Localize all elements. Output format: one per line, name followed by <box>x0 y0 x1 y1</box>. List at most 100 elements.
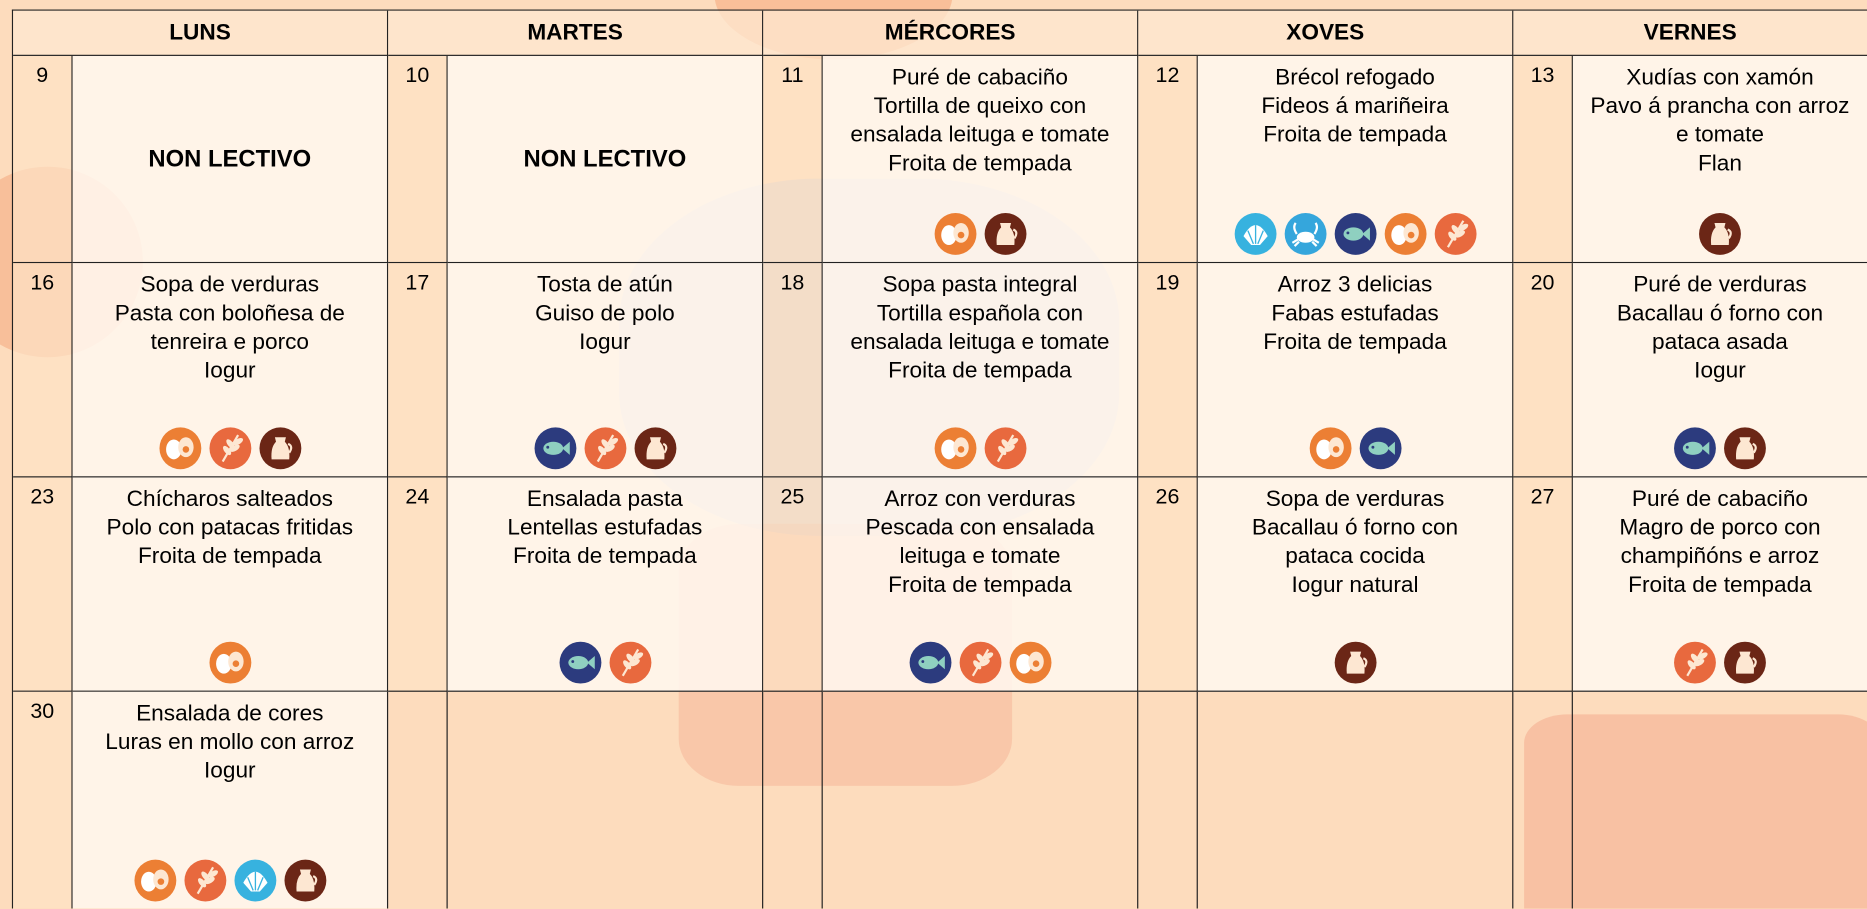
menu-cell: Sopa de verduras Bacallau ó forno con pata… <box>1197 477 1514 692</box>
allergen-icon <box>533 426 577 470</box>
menu-cell: NON LECTIVO <box>72 55 389 264</box>
day-number-cell: 27 <box>1513 477 1573 692</box>
allergen-icon <box>1333 212 1377 256</box>
menu-line: ensalada leituga e tomate <box>850 329 1110 355</box>
allergens <box>823 212 1137 256</box>
day-number-cell: 19 <box>1138 263 1198 478</box>
allergen-icon <box>133 858 177 902</box>
menu-line: Bacallau ó forno con <box>1616 301 1824 327</box>
day-number-cell: 13 <box>1513 55 1573 264</box>
allergens <box>1573 212 1867 256</box>
note: NON LECTIVO <box>523 145 687 173</box>
empty-cell <box>1138 691 1198 909</box>
allergen-icon <box>208 641 252 685</box>
allergen-icon <box>183 858 227 902</box>
allergen-icon <box>933 426 977 470</box>
allergen-icon <box>608 641 652 685</box>
allergen-icon <box>1333 641 1377 685</box>
day-number-cell: 9 <box>13 55 73 264</box>
note: NON LECTIVO <box>148 145 312 173</box>
menu-line: Froita de tempada <box>888 572 1072 598</box>
decoration <box>1524 714 1867 909</box>
allergen-icon <box>233 858 277 902</box>
allergen-icon <box>583 426 627 470</box>
day-number: 24 <box>405 484 430 509</box>
menu-line: Lentellas estufadas <box>507 515 703 541</box>
menu-line: Pescada con ensalada <box>865 515 1095 541</box>
menu-line: tenreira e porco <box>150 329 310 355</box>
menu-line: pataca asada <box>1652 329 1788 355</box>
allergens <box>448 426 762 470</box>
menu-line: Froita de tempada <box>888 151 1072 177</box>
menu-line: Arroz 3 delicias <box>1277 272 1433 298</box>
menu-line: Arroz con verduras <box>884 486 1076 513</box>
menu-line: Luras en mollo con arroz <box>105 729 355 755</box>
day-number-cell: 26 <box>1138 477 1198 692</box>
day-header: LUNS <box>13 10 389 56</box>
day-header: XOVES <box>1138 10 1514 56</box>
allergens <box>1573 426 1867 470</box>
allergen-icon <box>1723 641 1767 685</box>
day-number: 26 <box>1155 484 1180 509</box>
day-number-cell: 10 <box>388 55 448 264</box>
allergen-icon <box>983 212 1027 256</box>
menu-line: Tosta de atún <box>536 272 673 298</box>
menu-line: ensalada leituga e tomate <box>850 122 1110 148</box>
allergen-icon <box>158 426 202 470</box>
menu-cell: NON LECTIVO <box>447 55 764 264</box>
allergens <box>1573 641 1867 685</box>
menu-line: Flan <box>1697 151 1742 177</box>
allergen-icon <box>258 426 302 470</box>
menu-line: Sopa pasta integral <box>882 272 1078 298</box>
day-number-cell: 30 <box>13 691 73 909</box>
menu-line: pataca cocida <box>1285 544 1425 570</box>
menu-line: leituga e tomate <box>899 544 1061 570</box>
menu-cell: Arroz con verduras Pescada con ensalada le… <box>822 477 1139 692</box>
menu-cell: Sopa pasta integral Tortilla española con… <box>822 263 1139 478</box>
menu-line: Iogur <box>1694 358 1746 384</box>
menu-line: Fideos á mariñeira <box>1261 94 1449 120</box>
allergen-icon <box>1308 426 1352 470</box>
menu-line: Polo con patacas fritidas <box>106 515 354 541</box>
menu-line: Iogur <box>579 329 631 355</box>
empty-cell <box>447 691 764 909</box>
empty-cell <box>1197 691 1514 909</box>
allergen-icon <box>1433 212 1477 256</box>
menu-line: Froita de tempada <box>888 358 1072 384</box>
allergens <box>448 641 762 685</box>
allergens <box>1198 426 1512 470</box>
menu-line: Puré de verduras <box>1633 272 1807 298</box>
menu-line: Froita de tempada <box>137 544 322 570</box>
day-number: 19 <box>1155 270 1180 295</box>
menu-cell: Sopa de verduras Pasta con boloñesa de ten… <box>72 263 389 478</box>
allergens <box>1198 212 1512 256</box>
day-number: 30 <box>30 698 55 723</box>
day-number: 12 <box>1155 63 1180 87</box>
menu-line: Tortilla española con <box>876 301 1084 327</box>
menu-line: Froita de tempada <box>1263 122 1447 148</box>
day-number: 16 <box>30 270 55 295</box>
allergen-icon <box>1008 641 1052 685</box>
day-number: 13 <box>1530 63 1555 87</box>
menu-line: champiñóns e arroz <box>1620 544 1820 570</box>
menu-cell: Puré de verduras Bacallau ó forno con pata… <box>1572 263 1867 478</box>
menu-cell: Tosta de atún Guiso de polo Iogur <box>447 263 764 478</box>
day-number: 23 <box>30 484 55 509</box>
menu-line: Magro de porco con <box>1619 515 1821 541</box>
allergens <box>1198 641 1512 685</box>
day-number: 9 <box>36 63 49 87</box>
menu-cell: Ensalada pasta Lentellas estufadas Froita … <box>447 477 764 692</box>
menu-cell: Puré de cabaciño Magro de porco con champi… <box>1572 477 1867 692</box>
menu-line: Sopa de verduras <box>1265 486 1445 513</box>
day-header: MÉRCORES <box>763 10 1139 56</box>
menu-line: Chícharos salteados <box>126 486 333 513</box>
menu-line: Pasta con boloñesa de <box>114 301 345 327</box>
allergen-icon <box>958 641 1002 685</box>
menu-line: Pavo á prancha con arroz <box>1590 94 1850 120</box>
day-number-cell: 18 <box>763 263 823 478</box>
menu-cell: Xudías con xamón Pavo á prancha con arroz… <box>1572 55 1867 264</box>
menu-line: Froita de tempada <box>1263 329 1447 355</box>
menu-line: Iogur natural <box>1291 572 1419 598</box>
day-number-cell: 16 <box>13 263 73 478</box>
